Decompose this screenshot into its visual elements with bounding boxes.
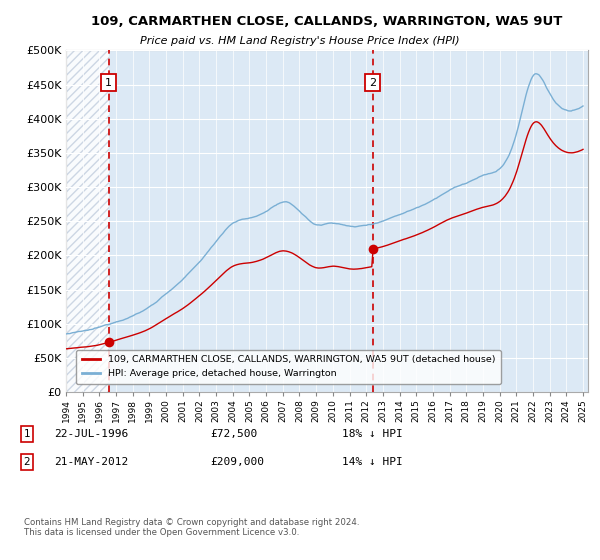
Bar xyxy=(66,50,109,392)
Text: 14% ↓ HPI: 14% ↓ HPI xyxy=(342,457,403,467)
Text: 1: 1 xyxy=(105,77,112,87)
Text: Price paid vs. HM Land Registry's House Price Index (HPI): Price paid vs. HM Land Registry's House … xyxy=(140,36,460,46)
Text: 22-JUL-1996: 22-JUL-1996 xyxy=(54,429,128,439)
Legend: 109, CARMARTHEN CLOSE, CALLANDS, WARRINGTON, WA5 9UT (detached house), HPI: Aver: 109, CARMARTHEN CLOSE, CALLANDS, WARRING… xyxy=(76,350,501,384)
Text: £72,500: £72,500 xyxy=(210,429,257,439)
Title: 109, CARMARTHEN CLOSE, CALLANDS, WARRINGTON, WA5 9UT: 109, CARMARTHEN CLOSE, CALLANDS, WARRING… xyxy=(91,15,563,29)
Text: £209,000: £209,000 xyxy=(210,457,264,467)
Text: 2: 2 xyxy=(369,77,376,87)
Text: 2: 2 xyxy=(23,457,31,467)
Text: 21-MAY-2012: 21-MAY-2012 xyxy=(54,457,128,467)
Text: 1: 1 xyxy=(23,429,31,439)
Text: Contains HM Land Registry data © Crown copyright and database right 2024.
This d: Contains HM Land Registry data © Crown c… xyxy=(24,518,359,538)
Text: 18% ↓ HPI: 18% ↓ HPI xyxy=(342,429,403,439)
